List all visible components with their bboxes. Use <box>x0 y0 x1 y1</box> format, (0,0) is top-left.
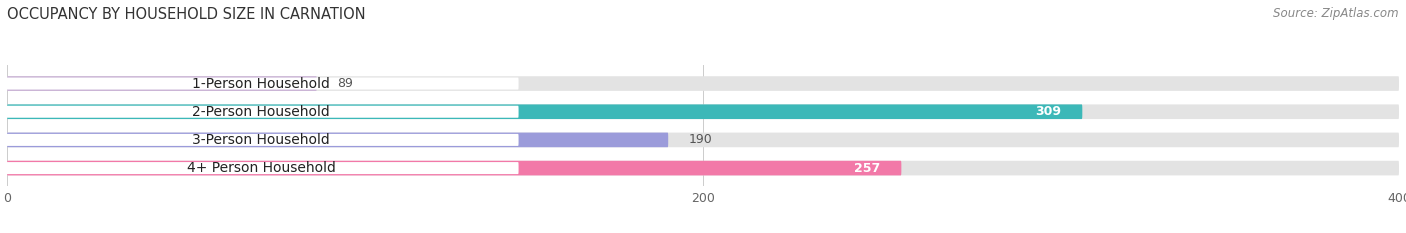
Text: 89: 89 <box>337 77 353 90</box>
FancyBboxPatch shape <box>7 76 1399 91</box>
Text: 2-Person Household: 2-Person Household <box>193 105 330 119</box>
Text: 257: 257 <box>855 161 880 175</box>
Text: 309: 309 <box>1035 105 1062 118</box>
FancyBboxPatch shape <box>7 161 1399 175</box>
Text: 190: 190 <box>689 134 713 146</box>
Text: OCCUPANCY BY HOUSEHOLD SIZE IN CARNATION: OCCUPANCY BY HOUSEHOLD SIZE IN CARNATION <box>7 7 366 22</box>
FancyBboxPatch shape <box>7 161 901 175</box>
Text: 1-Person Household: 1-Person Household <box>193 77 330 91</box>
FancyBboxPatch shape <box>4 78 519 89</box>
FancyBboxPatch shape <box>7 133 1399 147</box>
FancyBboxPatch shape <box>7 104 1083 119</box>
FancyBboxPatch shape <box>7 133 668 147</box>
FancyBboxPatch shape <box>4 162 519 174</box>
FancyBboxPatch shape <box>4 134 519 146</box>
FancyBboxPatch shape <box>7 104 1399 119</box>
FancyBboxPatch shape <box>4 106 519 118</box>
FancyBboxPatch shape <box>7 76 316 91</box>
Text: 4+ Person Household: 4+ Person Household <box>187 161 336 175</box>
Text: Source: ZipAtlas.com: Source: ZipAtlas.com <box>1274 7 1399 20</box>
Text: 3-Person Household: 3-Person Household <box>193 133 330 147</box>
